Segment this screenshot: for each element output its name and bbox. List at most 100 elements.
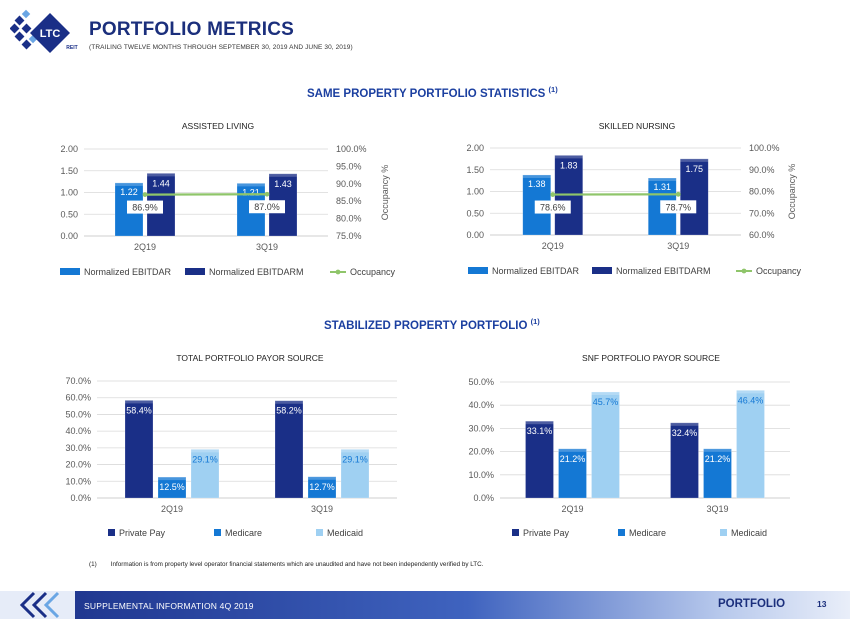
chart2-occupancy-label-box [660, 200, 697, 214]
chart2-data-label: 1.31 [653, 182, 671, 192]
chart1-y-tick-label: 0.00 [60, 231, 78, 241]
chart2-y2-tick-label: 70.0% [749, 208, 775, 218]
chart3-legend-label: Private Pay [119, 528, 166, 538]
chart2-bar-bevel [522, 174, 551, 178]
chart4-y-tick-label: 0.0% [473, 493, 494, 503]
chart1-y-tick-label: 1.00 [60, 188, 78, 198]
chart1-occupancy-point [264, 191, 270, 197]
chart4-y-tick-label: 30.0% [468, 423, 494, 433]
chart2-occupancy-label-box [534, 200, 571, 214]
chart3-y-tick-label: 30.0% [65, 443, 91, 453]
chart3-y-tick-label: 60.0% [65, 393, 91, 403]
chart4-bar-bevel [670, 422, 699, 426]
chart4-bar-bevel [558, 448, 587, 452]
chart2-y-tick-label: 1.50 [466, 165, 484, 175]
chart3-bar-bevel [275, 400, 303, 404]
chart3-bar [340, 449, 370, 499]
page-number: 13 [817, 599, 827, 609]
chart3-y-tick-label: 40.0% [65, 426, 91, 436]
chart1-x-tick-label: 2Q19 [134, 242, 156, 252]
chart1-y2-tick-label: 90.0% [336, 179, 362, 189]
chart1-y-tick-label: 2.00 [60, 144, 78, 154]
chart1-legend-label: Normalized EBITDAR [84, 267, 172, 277]
chart2-legend-label: Normalized EBITDARM [616, 266, 711, 276]
chart3-y-tick-label: 10.0% [65, 476, 91, 486]
chart4-bar-bevel [703, 448, 732, 452]
chart4-y-tick-label: 40.0% [468, 400, 494, 410]
chart3-data-label: 58.4% [126, 405, 152, 415]
chart2-y-tick-label: 0.00 [466, 230, 484, 240]
chart3-bar [274, 400, 304, 499]
chart1-legend-label: Occupancy [350, 267, 396, 277]
footnote-text: Information is from property level opera… [110, 561, 484, 568]
chart2-y-tick-label: 0.50 [466, 208, 484, 218]
chart4-x-tick-label: 2Q19 [561, 504, 583, 514]
chart1-title: ASSISTED LIVING [182, 121, 254, 131]
chart4-bar [736, 390, 765, 499]
chart1-y2-tick-label: 80.0% [336, 214, 362, 224]
chart4-legend-label: Medicaid [731, 528, 767, 538]
chart4-data-label: 32.4% [672, 428, 698, 438]
chart3-y-tick-label: 70.0% [65, 376, 91, 386]
page-title: PORTFOLIO METRICS [89, 19, 295, 40]
chart4-bar [703, 448, 732, 499]
chart3-bar-bevel [191, 449, 219, 453]
chart4-data-label: 45.7% [593, 397, 619, 407]
chart4-legend-label: Medicare [629, 528, 666, 538]
chart2-y2-tick-label: 60.0% [749, 230, 775, 240]
footer-bar [0, 591, 850, 619]
chart4-x-tick-label: 3Q19 [706, 504, 728, 514]
chart1-bar-bevel [237, 183, 265, 187]
chart1-bar-bevel [147, 173, 175, 177]
chart4-y-tick-label: 10.0% [468, 470, 494, 480]
chart2-bar-bevel [554, 155, 583, 159]
chart1-y2-tick-label: 85.0% [336, 196, 362, 206]
chart1-y-tick-label: 1.50 [60, 166, 78, 176]
chart3-legend-swatch [214, 529, 221, 536]
chart2-legend-swatch [592, 267, 612, 274]
chart2-x-tick-label: 3Q19 [667, 241, 689, 251]
chart4-bar [525, 420, 554, 499]
chart4-legend-swatch [618, 529, 625, 536]
chart1-data-label: 1.21 [242, 187, 260, 197]
svg-text:REIT: REIT [66, 45, 77, 51]
section-title-stabilized: STABILIZED PROPERTY PORTFOLIO (1) [324, 317, 540, 332]
chart2-legend-point-swatch [741, 268, 747, 274]
chart3-data-label: 29.1% [192, 454, 218, 464]
chart1-bar-bevel [115, 182, 143, 186]
chart1-y-tick-label: 0.50 [60, 209, 78, 219]
chart3-y-tick-label: 20.0% [65, 460, 91, 470]
chart1-occupancy-label-box [249, 200, 285, 214]
footnote: (1) Information is from property level o… [89, 561, 483, 568]
section-title-same-property: SAME PROPERTY PORTFOLIO STATISTICS (1) [307, 85, 558, 100]
page-subtitle: (TRAILING TWELVE MONTHS THROUGH SEPTEMBE… [89, 44, 353, 51]
chart4-bar-bevel [525, 421, 554, 425]
chart1-legend-swatch [185, 268, 205, 275]
chart1-bar-bevel [269, 173, 297, 177]
chart2-occupancy-label: 78.6% [540, 203, 566, 213]
chart3-data-label: 58.2% [276, 406, 302, 416]
chart4-y-tick-label: 50.0% [468, 377, 494, 387]
chart4-legend-swatch [512, 529, 519, 536]
chart2-occupancy-point [550, 192, 556, 197]
chart1-y2-axis-label: Occupancy % [380, 165, 390, 221]
chart4-bar [558, 448, 587, 499]
chart2-data-label: 1.83 [560, 160, 578, 170]
chart4-bar-bevel [591, 391, 620, 395]
chart4-legend-swatch [720, 529, 727, 536]
chart1-legend-label: Normalized EBITDARM [209, 267, 304, 277]
chart3-legend-label: Medicaid [327, 528, 363, 538]
chart3-legend-swatch [108, 529, 115, 536]
chart1-data-label: 1.44 [152, 178, 170, 188]
chart2-y2-tick-label: 80.0% [749, 187, 775, 197]
chart2-title: SKILLED NURSING [599, 121, 676, 131]
chart2-x-tick-label: 2Q19 [542, 241, 564, 251]
chart3-x-tick-label: 2Q19 [161, 504, 183, 514]
chart4-bar [591, 391, 620, 499]
chart2-data-label: 1.75 [685, 164, 703, 174]
chart1-legend-point-swatch [335, 269, 341, 275]
chart2-y2-tick-label: 90.0% [749, 165, 775, 175]
chart3-data-label: 12.7% [309, 482, 335, 492]
chart2-occupancy-point [675, 191, 681, 197]
